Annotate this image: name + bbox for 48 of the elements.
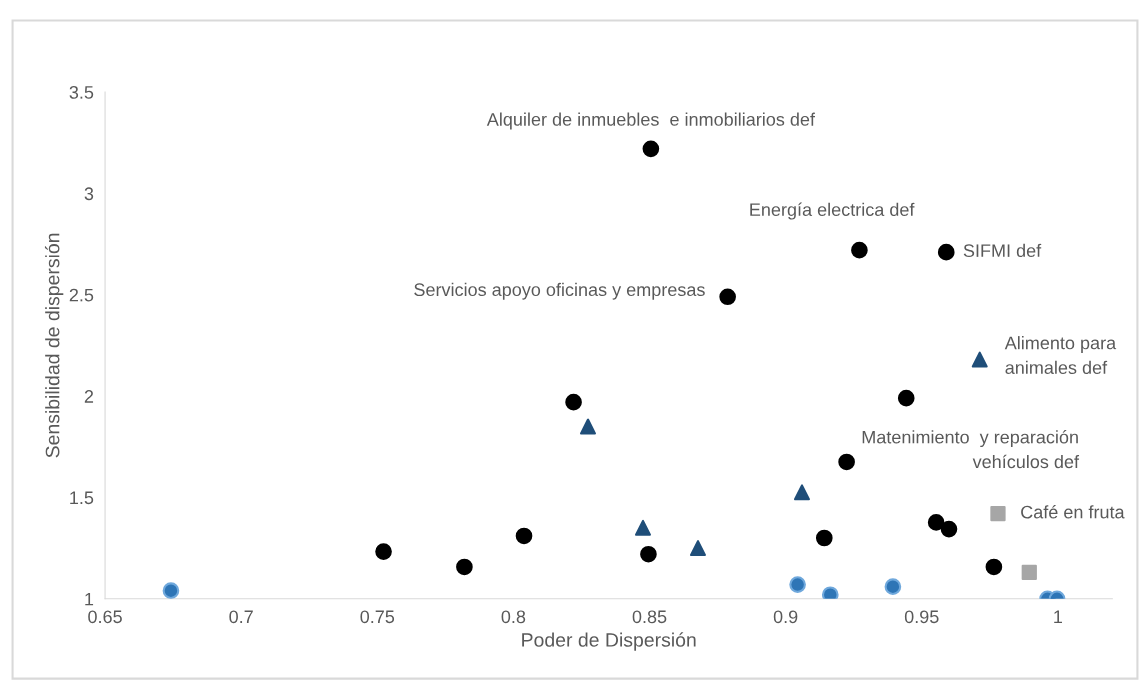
point [162, 582, 180, 599]
point [815, 529, 833, 547]
point [789, 576, 806, 593]
x-tick-label: 0.95 [904, 610, 939, 624]
annotation: SIFMI def [963, 243, 1042, 258]
point [642, 140, 660, 158]
x-tick-label: 0.9 [773, 610, 798, 624]
point [1021, 564, 1037, 581]
y-tick-label: 3 [84, 187, 94, 201]
annotation: Café en fruta [1021, 505, 1125, 519]
annotation: Alimento para animales def [1004, 336, 1117, 375]
y-tick-label: 1 [85, 592, 94, 606]
annotation: Servicios apoyo oficinas y empresas [414, 282, 705, 300]
point [838, 453, 855, 471]
y-tick-label: 1.5 [70, 491, 94, 505]
point [851, 241, 868, 259]
point [990, 506, 1006, 522]
point [640, 545, 657, 563]
y-tick-label: 2.5 [69, 288, 94, 302]
point [719, 288, 736, 306]
x-tick-label: 0.85 [632, 610, 667, 624]
point [927, 514, 945, 531]
point [515, 527, 533, 545]
point [635, 519, 651, 536]
point [375, 543, 392, 560]
point [580, 418, 596, 435]
y-axis-title: Sensibilidad de dispersión [44, 233, 64, 458]
annotation: Alquiler de inmuebles e inmobiliarios def [486, 112, 816, 130]
point [971, 351, 988, 368]
x-tick-label: 0.8 [501, 610, 526, 624]
point [884, 578, 902, 595]
y-tick-label: 2 [84, 390, 94, 403]
x-tick-label: 0.75 [360, 610, 395, 624]
x-tick-label: 0.65 [88, 610, 122, 624]
y-tick-label: 3.5 [69, 86, 94, 99]
x-axis-title: Poder de Dispersión [522, 632, 696, 651]
point [565, 393, 582, 411]
point [985, 558, 1003, 576]
point [937, 243, 955, 261]
x-tick-label: 0.7 [229, 610, 253, 624]
point [897, 389, 915, 407]
point [456, 558, 473, 576]
point [689, 540, 706, 557]
point [793, 484, 810, 501]
annotation: Energía electrica def [750, 202, 915, 220]
point [940, 520, 958, 538]
annotation: Matenimiento y reparación vehículos def [862, 430, 1080, 469]
x-tick-label: 1 [1054, 610, 1062, 623]
